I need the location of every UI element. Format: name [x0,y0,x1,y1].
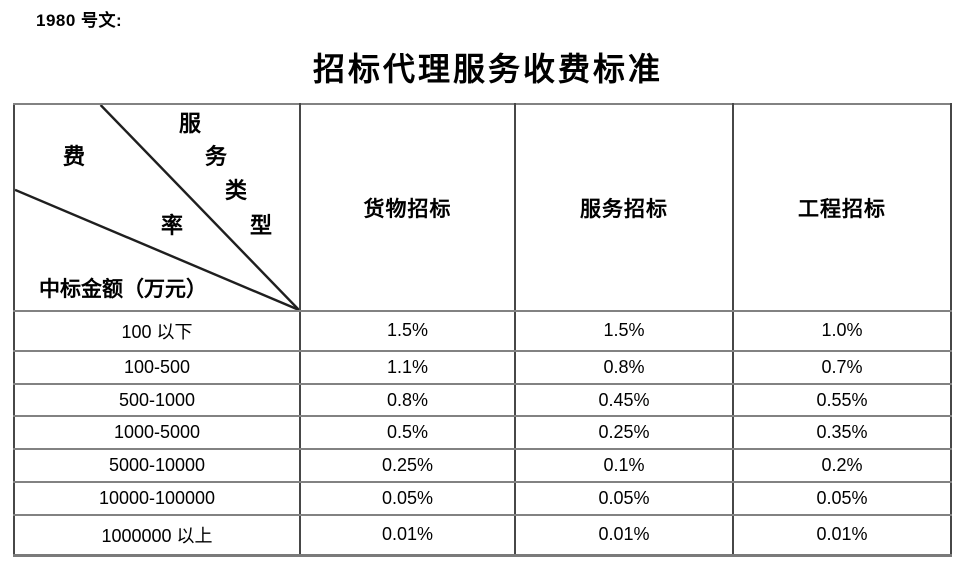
amount-range-cell: 10000-100000 [13,481,301,516]
column-header-goods-bidding: 货物招标 [299,103,516,312]
rate-cell: 0.01% [514,513,734,557]
amount-range-cell: 100 以下 [13,310,301,352]
rate-cell: 0.8% [514,349,734,385]
rate-cell: 0.25% [299,448,516,484]
corner-type-char: 服 [179,111,202,136]
rate-cell: 0.05% [299,481,516,516]
table-row: 500-1000 0.8% 0.45% 0.55% [13,382,952,418]
amount-range-cell: 500-1000 [13,382,301,418]
rate-cell: 0.05% [732,481,952,516]
doc-number-label: 1980 号文: [36,11,123,30]
rate-cell: 0.05% [514,481,734,516]
rate-cell: 0.25% [514,415,734,451]
rate-cell: 0.55% [732,382,952,418]
table-row: 10000-100000 0.05% 0.05% 0.05% [13,481,952,516]
diagonal-divider-lines [16,106,298,309]
column-header-works-bidding: 工程招标 [732,103,952,312]
corner-rate-char: 率 [161,213,184,238]
rate-cell: 0.2% [732,448,952,484]
rate-cell: 1.0% [732,310,952,352]
corner-amount-label: 中标金额（万元） [39,277,207,301]
rate-cell: 0.01% [732,513,952,557]
corner-type-char: 类 [225,178,248,203]
fee-table: 服 务 类 型 费 率 中标金额（万元） 货物招标 服务招标 工程招标 100 … [13,103,952,557]
table-row: 1000000 以上 0.01% 0.01% 0.01% [13,513,952,557]
corner-rate-char: 费 [63,144,86,169]
page-title: 招标代理服务收费标准 [312,51,663,87]
amount-range-cell: 1000000 以上 [13,513,301,557]
corner-type-char: 务 [205,144,228,169]
rate-cell: 0.8% [299,382,516,418]
rate-cell: 0.7% [732,349,952,385]
rate-cell: 1.1% [299,349,516,385]
rate-cell: 0.35% [732,415,952,451]
rate-cell: 1.5% [299,310,516,352]
rate-cell: 0.45% [514,382,734,418]
rate-cell: 0.1% [514,448,734,484]
column-header-services-bidding: 服务招标 [514,103,734,312]
rate-cell: 1.5% [514,310,734,352]
table-row: 100-500 1.1% 0.8% 0.7% [13,349,952,385]
amount-range-cell: 5000-10000 [13,448,301,484]
table-row: 5000-10000 0.25% 0.1% 0.2% [13,448,952,484]
amount-range-cell: 100-500 [13,349,301,385]
rate-cell: 0.5% [299,415,516,451]
corner-header-cell: 服 务 类 型 费 率 中标金额（万元） [13,103,301,312]
table-row: 100 以下 1.5% 1.5% 1.0% [13,310,952,352]
rate-cell: 0.01% [299,513,516,557]
table-header-row: 服 务 类 型 费 率 中标金额（万元） 货物招标 服务招标 工程招标 [13,103,952,312]
table-row: 1000-5000 0.5% 0.25% 0.35% [13,415,952,451]
corner-type-char: 型 [250,213,273,238]
amount-range-cell: 1000-5000 [13,415,301,451]
